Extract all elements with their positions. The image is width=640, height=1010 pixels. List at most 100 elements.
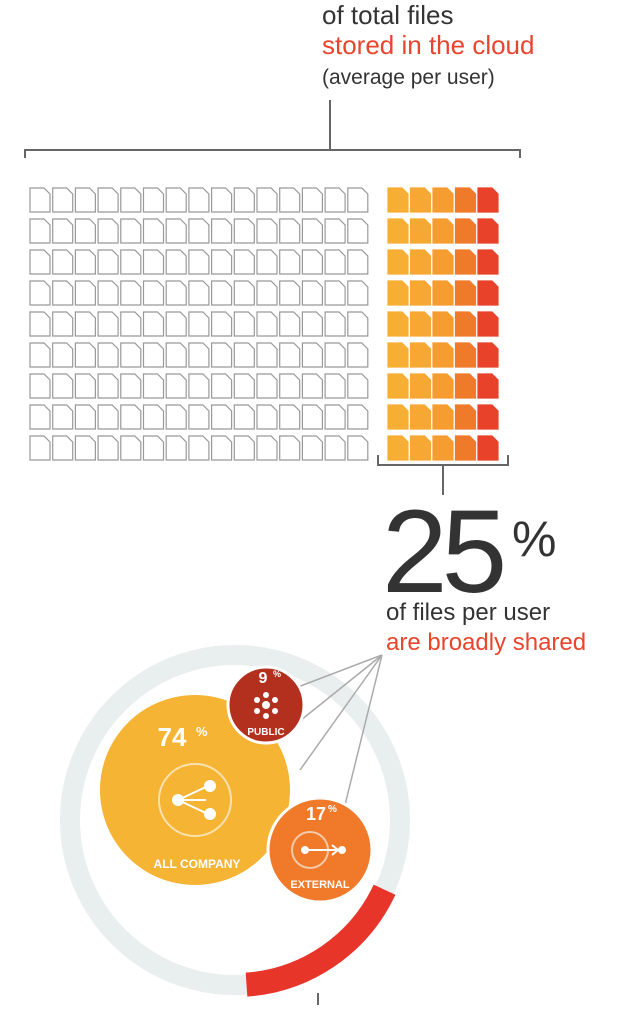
- all-company-icon: [158, 763, 232, 837]
- external-icon: [291, 831, 346, 869]
- public-icon: [254, 692, 278, 719]
- file-grid: [29, 187, 499, 461]
- file-icon: [120, 342, 142, 368]
- file-icon: [142, 404, 165, 430]
- file-icon: [432, 187, 454, 213]
- ring-highlight: [245, 884, 396, 997]
- file-icon: [52, 280, 74, 306]
- file-icon: [347, 218, 369, 244]
- file-icon: [120, 435, 142, 461]
- file-icon: [165, 404, 187, 430]
- file-icon: [432, 404, 454, 430]
- file-icon: [74, 280, 96, 306]
- file-icon: [454, 280, 477, 306]
- file-icon: [347, 342, 369, 368]
- file-icon: [233, 249, 255, 275]
- segment-value: 17: [306, 804, 326, 824]
- file-icon: [211, 435, 233, 461]
- file-icon: [233, 218, 255, 244]
- file-icon: [454, 249, 477, 275]
- file-icon: [347, 280, 369, 306]
- file-icon: [256, 218, 278, 244]
- file-icon: [74, 435, 96, 461]
- file-icon: [142, 280, 165, 306]
- file-icon: [409, 280, 432, 306]
- file-icon: [347, 435, 369, 461]
- file-icon: [142, 187, 165, 213]
- file-icon: [256, 280, 278, 306]
- file-icon: [165, 218, 187, 244]
- file-icon: [324, 435, 346, 461]
- file-icon: [165, 342, 187, 368]
- segment-unit: %: [328, 804, 337, 815]
- header-highlight: stored in the cloud: [322, 30, 534, 60]
- file-icon: [301, 187, 323, 213]
- file-icon: [211, 218, 233, 244]
- file-icon: [477, 404, 499, 430]
- file-icon: [409, 435, 432, 461]
- file-icon: [324, 249, 346, 275]
- file-icon: [142, 435, 165, 461]
- file-icon: [120, 404, 142, 430]
- file-icon: [409, 373, 432, 399]
- file-icon: [233, 404, 255, 430]
- file-icon: [120, 280, 142, 306]
- file-icon: [477, 218, 499, 244]
- file-icon: [52, 404, 74, 430]
- file-icon: [256, 311, 278, 337]
- file-icon: [347, 187, 369, 213]
- segment-label: PUBLIC: [247, 727, 284, 738]
- file-icon: [256, 187, 278, 213]
- file-icon: [52, 218, 74, 244]
- segment-value: 74: [158, 722, 187, 752]
- file-icon: [97, 435, 119, 461]
- file-icon: [211, 280, 233, 306]
- file-icon: [52, 311, 74, 337]
- file-icon: [324, 404, 346, 430]
- file-icon: [432, 280, 454, 306]
- top-bracket: [24, 100, 521, 158]
- file-icon: [256, 249, 278, 275]
- file-icon: [211, 249, 233, 275]
- file-icon: [211, 342, 233, 368]
- file-icon: [52, 435, 74, 461]
- file-icon: [142, 373, 165, 399]
- file-icon: [188, 342, 210, 368]
- cloud-bracket: [377, 455, 509, 495]
- file-icon: [188, 404, 210, 430]
- file-icon: [477, 311, 499, 337]
- file-icon: [142, 342, 165, 368]
- file-icon: [74, 342, 96, 368]
- file-icon: [52, 249, 74, 275]
- file-icon: [256, 435, 278, 461]
- file-icon: [387, 249, 409, 275]
- file-icon: [432, 311, 454, 337]
- file-icon: [409, 218, 432, 244]
- file-icon: [454, 404, 477, 430]
- file-icon: [142, 311, 165, 337]
- stat-highlight: are broadly shared: [386, 629, 586, 656]
- file-icon: [188, 373, 210, 399]
- file-icon: [165, 249, 187, 275]
- file-icon: [188, 311, 210, 337]
- file-icon: [74, 187, 96, 213]
- file-icon: [454, 187, 477, 213]
- file-icon: [387, 342, 409, 368]
- file-icon: [97, 404, 119, 430]
- header-line: of total files: [322, 0, 454, 30]
- file-icon: [29, 218, 51, 244]
- file-icon: [301, 435, 323, 461]
- file-icon: [301, 342, 323, 368]
- file-icon: [347, 311, 369, 337]
- file-icon: [256, 342, 278, 368]
- file-icon: [387, 373, 409, 399]
- file-icon: [301, 280, 323, 306]
- file-icon: [97, 311, 119, 337]
- file-icon: [256, 373, 278, 399]
- file-icon: [387, 187, 409, 213]
- header-note: (average per user): [322, 66, 495, 89]
- file-icon: [120, 249, 142, 275]
- file-icon: [279, 342, 301, 368]
- file-icon: [188, 280, 210, 306]
- file-icon: [301, 218, 323, 244]
